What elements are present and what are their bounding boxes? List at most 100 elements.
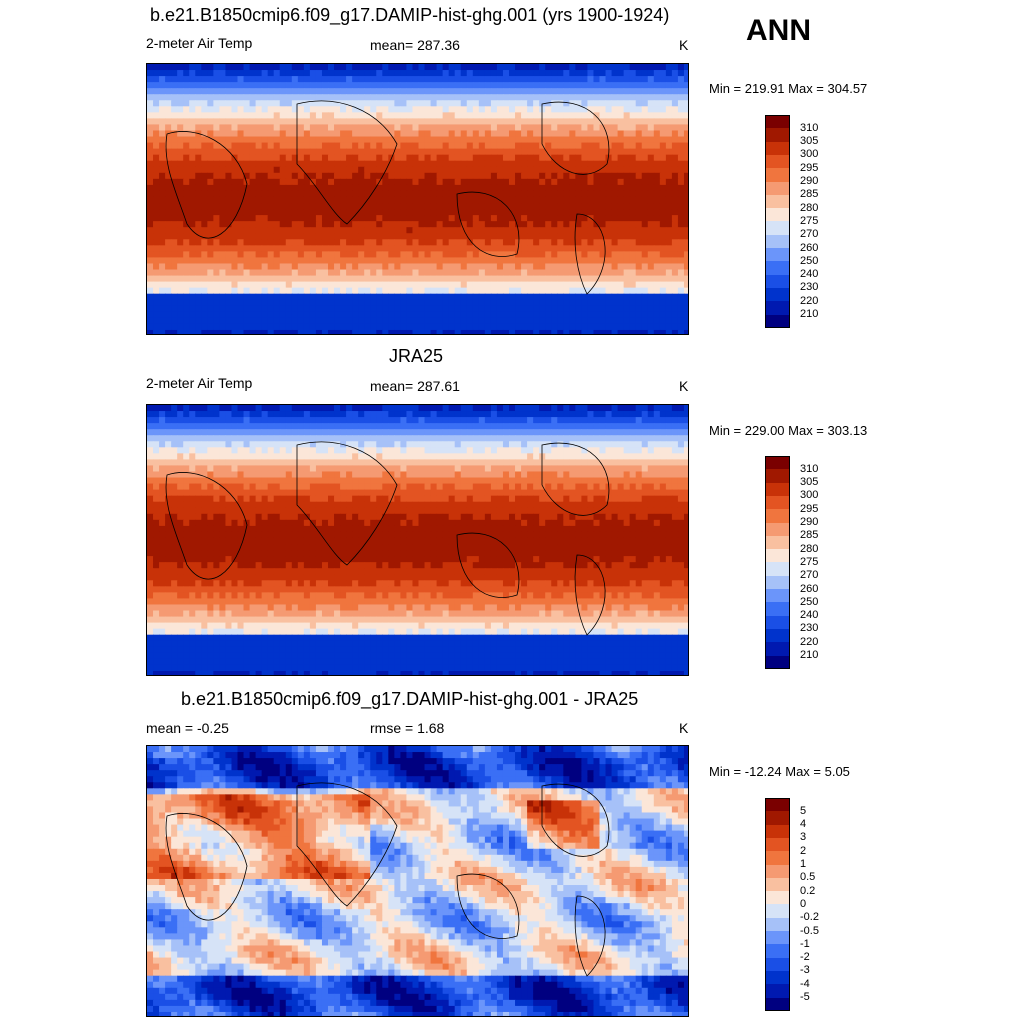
map-cell xyxy=(183,293,190,301)
map-cell xyxy=(153,82,160,89)
map-cell xyxy=(177,317,184,325)
map-cell xyxy=(267,142,275,150)
map-cell xyxy=(683,269,688,277)
map-cell xyxy=(285,209,293,216)
map-cell xyxy=(189,130,196,138)
map-cell xyxy=(273,405,281,412)
map-cell xyxy=(225,281,233,289)
map-cell xyxy=(587,299,595,307)
map-cell xyxy=(490,184,498,192)
map-cell xyxy=(291,190,299,198)
map-cell xyxy=(255,329,263,334)
map-cell xyxy=(647,76,655,83)
map-cell xyxy=(364,269,371,277)
map-cell xyxy=(297,136,305,144)
map-cell xyxy=(315,184,323,192)
map-cell xyxy=(677,100,685,107)
map-cell xyxy=(213,281,220,289)
map-cell xyxy=(569,124,576,132)
map-cell xyxy=(623,118,631,126)
map-cell xyxy=(219,118,227,126)
map-cell xyxy=(430,130,438,138)
map-cell xyxy=(448,124,456,132)
map-cell xyxy=(653,142,661,150)
map-cell xyxy=(659,100,667,107)
map-cell xyxy=(521,94,528,101)
map-cell xyxy=(575,209,582,216)
map-cell xyxy=(599,178,607,186)
map-cell xyxy=(539,233,546,240)
map-cell xyxy=(629,239,637,246)
map-cell xyxy=(599,190,607,198)
map-cell xyxy=(599,447,607,454)
map-cell xyxy=(153,245,160,252)
map-cell xyxy=(309,305,317,313)
map-cell xyxy=(195,76,202,83)
map-cell xyxy=(309,417,317,424)
map-cell xyxy=(563,329,570,334)
map-cell xyxy=(653,423,661,430)
map-cell xyxy=(472,441,480,448)
map-cell xyxy=(587,275,595,283)
map-cell xyxy=(484,441,492,448)
map-cell xyxy=(442,417,450,424)
map-cell xyxy=(297,317,305,325)
map-cell xyxy=(303,447,311,454)
map-cell xyxy=(346,130,353,138)
map-cell xyxy=(659,453,667,460)
map-cell xyxy=(406,305,414,313)
map-cell xyxy=(593,106,601,113)
map-cell xyxy=(575,172,582,180)
map-cell xyxy=(171,245,178,252)
map-cell xyxy=(159,453,166,460)
map-cell xyxy=(267,305,275,313)
map-cell xyxy=(267,257,275,265)
map-cell xyxy=(183,130,190,138)
map-cell xyxy=(165,245,172,252)
map-cell xyxy=(189,172,196,180)
map-cell xyxy=(629,178,637,186)
map-cell xyxy=(641,118,649,126)
map-cell xyxy=(303,106,311,113)
map-cell xyxy=(243,459,251,467)
map-cell xyxy=(225,293,233,301)
map-cell xyxy=(207,405,214,412)
map-cell xyxy=(472,435,480,442)
map-cell xyxy=(515,453,522,460)
map-cell xyxy=(189,417,196,424)
map-cell xyxy=(545,130,552,138)
map-cell xyxy=(448,209,456,216)
map-cell xyxy=(551,447,558,454)
map-cell xyxy=(412,124,420,132)
map-cell xyxy=(279,329,287,334)
map-cell xyxy=(321,166,329,174)
map-cell xyxy=(243,263,251,271)
map-cell xyxy=(243,447,251,454)
map-cell xyxy=(659,257,667,265)
map-cell xyxy=(412,441,420,448)
map-cell xyxy=(635,317,643,325)
map-cell xyxy=(641,323,649,331)
map-cell xyxy=(581,233,589,240)
map-cell xyxy=(683,76,688,83)
map-cell xyxy=(291,106,299,113)
map-cell xyxy=(406,203,414,210)
map-cell xyxy=(629,245,637,252)
map-cell xyxy=(285,459,293,467)
map-cell xyxy=(183,269,190,277)
map-cell xyxy=(599,154,607,162)
map-cell xyxy=(545,64,552,71)
map-cell xyxy=(551,88,558,95)
map-cell xyxy=(502,281,510,289)
map-cell xyxy=(509,245,516,252)
map-cell xyxy=(569,453,576,460)
map-cell xyxy=(207,233,214,240)
map-cell xyxy=(611,269,619,277)
map-cell xyxy=(557,148,564,156)
map-cell xyxy=(376,233,383,240)
map-cell xyxy=(207,160,214,168)
map-cell xyxy=(207,203,214,210)
map-cell xyxy=(484,209,492,216)
map-cell xyxy=(334,269,341,277)
map-cell xyxy=(629,215,637,222)
